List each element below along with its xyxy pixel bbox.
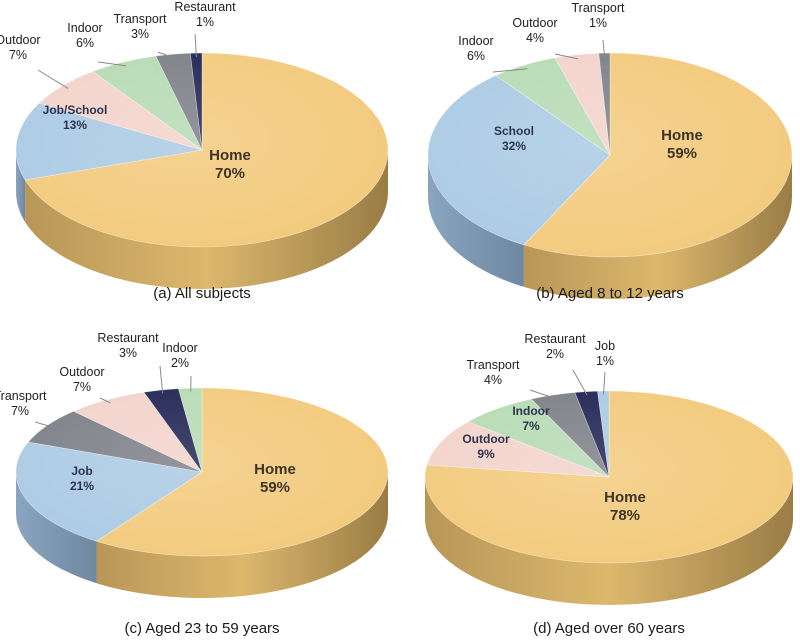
slice-value-job-school: 13% (63, 118, 87, 132)
pie-side-home (96, 472, 389, 598)
slice-label-transport: Transport (466, 358, 520, 372)
slice-value-job: 1% (596, 354, 614, 368)
leader-line-restaurant (572, 369, 588, 396)
slice-value-indoor: 2% (171, 356, 189, 370)
pie-sides (428, 155, 792, 299)
slice-label-indoor: Indoor (162, 341, 197, 355)
slice-label-school: School (494, 124, 534, 138)
pie-sides (16, 472, 389, 598)
slice-value-indoor: 6% (467, 49, 485, 63)
leader-line-indoor (492, 68, 528, 73)
slice-label-outdoor: Outdoor (0, 33, 41, 47)
slice-label-outdoor: Outdoor (462, 432, 510, 446)
pie-top-highlight (425, 391, 793, 563)
pie-top-highlight (428, 53, 792, 257)
leader-line-transport (602, 39, 606, 58)
pie-top-highlight (16, 388, 388, 556)
slice-value-restaurant: 3% (119, 346, 137, 360)
slice-value-outdoor: 7% (9, 48, 27, 62)
leader-line-outdoor (37, 69, 69, 89)
slice-label-transport: Transport (113, 12, 167, 26)
leader-line-job (603, 371, 606, 395)
leader-line-restaurant (194, 33, 197, 57)
slice-label-transport: Transport (571, 1, 625, 15)
slice-label-home: Home (661, 127, 703, 144)
pie-sides (425, 477, 793, 605)
slice-value-outdoor: 7% (73, 380, 91, 394)
leader-line-indoor (97, 61, 127, 67)
leader-line-outdoor (99, 397, 111, 404)
pie-labels: Home59%Job21%Transport7%Outdoor7%Restaur… (0, 331, 296, 496)
slice-value-indoor: 7% (522, 419, 540, 433)
pie-side-job (16, 472, 97, 584)
pie-sides (16, 150, 389, 289)
slice-label-indoor: Indoor (512, 404, 550, 418)
pie-side-home (425, 477, 793, 605)
slice-value-indoor: 6% (76, 36, 94, 50)
slice-label-job: Job (71, 464, 92, 478)
slice-label-home: Home (209, 147, 251, 164)
slice-value-home: 70% (215, 165, 245, 182)
slice-value-job: 21% (70, 479, 94, 493)
pie-side-job-school (16, 150, 26, 222)
chart-caption-1: (a) All subjects (153, 285, 251, 302)
pie-side-home (25, 150, 389, 289)
slice-label-restaurant: Restaurant (174, 0, 236, 14)
leader-line-transport (529, 389, 556, 399)
slice-label-indoor: Indoor (458, 34, 493, 48)
slice-value-home: 59% (260, 479, 290, 496)
slice-value-outdoor: 9% (477, 447, 495, 461)
slice-label-restaurant: Restaurant (97, 331, 159, 345)
leader-line-restaurant (159, 365, 164, 394)
slice-label-transport: Transport (0, 389, 47, 403)
slice-value-restaurant: 1% (196, 15, 214, 29)
slice-value-school: 32% (502, 139, 526, 153)
slice-value-home: 78% (610, 507, 640, 524)
chart-caption-4: (d) Aged over 60 years (533, 620, 685, 637)
slice-label-outdoor: Outdoor (59, 365, 104, 379)
slice-value-restaurant: 2% (546, 347, 564, 361)
pie-side-home (523, 155, 792, 299)
pie-top-highlight (16, 53, 388, 247)
slice-value-outdoor: 4% (526, 31, 544, 45)
slice-label-restaurant: Restaurant (524, 332, 586, 346)
slice-value-home: 59% (667, 145, 697, 162)
chart-caption-2: (b) Aged 8 to 12 years (536, 285, 684, 302)
slice-label-job-school: Job/School (43, 103, 108, 117)
leader-line-transport (157, 51, 175, 59)
slice-label-job: Job (595, 339, 615, 353)
leader-line-outdoor (554, 53, 578, 60)
pie-chart-3: Home59%Job21%Transport7%Outdoor7%Restaur… (0, 331, 389, 637)
slice-label-home: Home (604, 489, 646, 506)
slice-value-transport: 1% (589, 16, 607, 30)
slice-value-transport: 3% (131, 27, 149, 41)
slice-value-transport: 4% (484, 373, 502, 387)
pie-side-school (428, 155, 524, 287)
leader-line-transport (34, 421, 54, 428)
slice-label-outdoor: Outdoor (512, 16, 557, 30)
slice-label-home: Home (254, 461, 296, 478)
slice-label-indoor: Indoor (67, 21, 102, 35)
chart-caption-3: (c) Aged 23 to 59 years (124, 620, 279, 637)
slice-value-transport: 7% (11, 404, 29, 418)
